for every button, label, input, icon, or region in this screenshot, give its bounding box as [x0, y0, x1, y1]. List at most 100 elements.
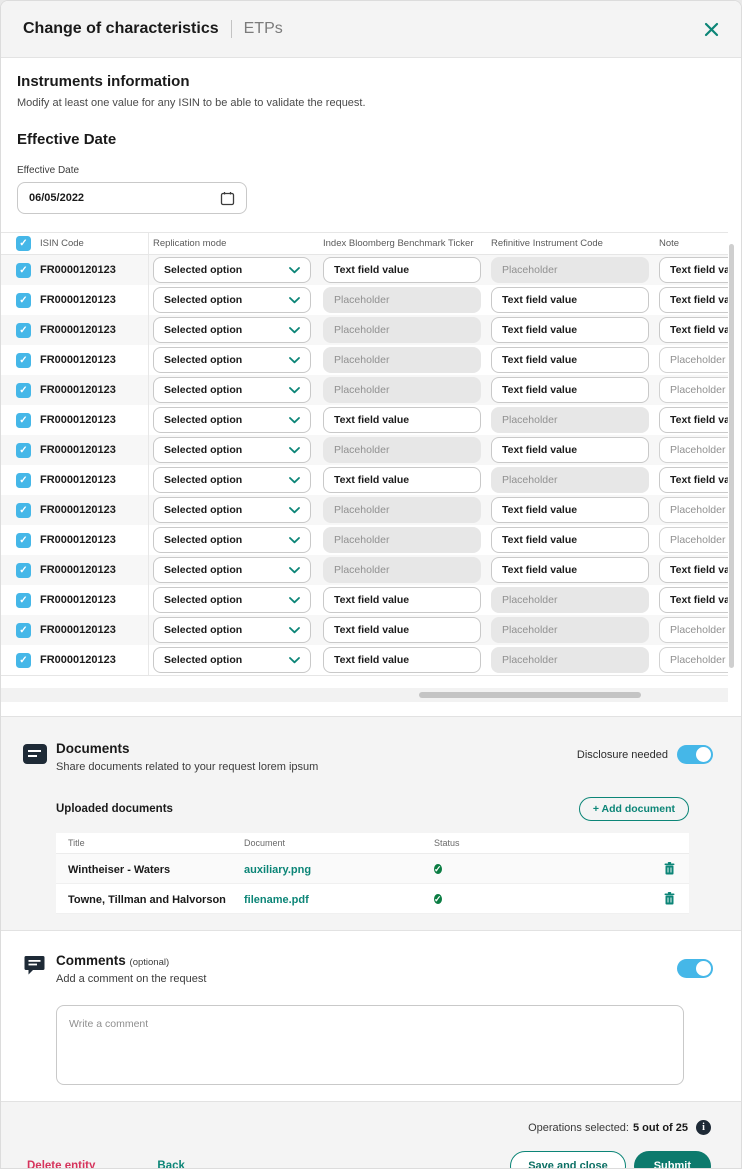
- delete-entity-link[interactable]: Delete entity: [27, 1160, 96, 1169]
- ticker-field[interactable]: Placeholder: [323, 287, 481, 313]
- replication-mode-dropdown[interactable]: Selected option: [153, 257, 311, 283]
- note-field[interactable]: Text field value: [659, 317, 728, 343]
- comments-toggle[interactable]: [677, 959, 713, 978]
- refinitive-field[interactable]: Placeholder: [491, 467, 649, 493]
- refinitive-field[interactable]: Text field value: [491, 377, 649, 403]
- ticker-field[interactable]: Placeholder: [323, 557, 481, 583]
- refinitive-field[interactable]: Placeholder: [491, 647, 649, 673]
- replication-mode-dropdown[interactable]: Selected option: [153, 497, 311, 523]
- note-field[interactable]: Placeholder: [659, 617, 728, 643]
- refinitive-field[interactable]: Text field value: [491, 437, 649, 463]
- calendar-icon[interactable]: [220, 191, 235, 206]
- note-field[interactable]: Placeholder: [659, 347, 728, 373]
- modal-footer: Operations selected: 5 out of 25 i Delet…: [1, 1101, 741, 1169]
- row-checkbox[interactable]: ✓: [16, 592, 31, 608]
- row-checkbox[interactable]: ✓: [16, 622, 31, 638]
- row-checkbox[interactable]: ✓: [16, 262, 31, 278]
- document-row: Towne, Tillman and Halvorson filename.pd…: [56, 884, 689, 914]
- row-checkbox[interactable]: ✓: [16, 652, 31, 668]
- instrument-row: ✓ FR0000120123 Selected option Text fiel…: [1, 645, 728, 675]
- replication-mode-dropdown[interactable]: Selected option: [153, 377, 311, 403]
- back-link[interactable]: Back: [157, 1160, 185, 1169]
- effective-date-input[interactable]: [29, 192, 220, 204]
- documents-description: Share documents related to your request …: [56, 761, 319, 773]
- select-all-checkbox[interactable]: ✓: [16, 236, 31, 251]
- ticker-field[interactable]: Text field value: [323, 587, 481, 613]
- ticker-field[interactable]: Placeholder: [323, 347, 481, 373]
- ticker-field[interactable]: Placeholder: [323, 497, 481, 523]
- note-field[interactable]: Placeholder: [659, 437, 728, 463]
- refinitive-field[interactable]: Text field value: [491, 527, 649, 553]
- ticker-field[interactable]: Text field value: [323, 257, 481, 283]
- replication-mode-dropdown[interactable]: Selected option: [153, 317, 311, 343]
- instrument-row: ✓ FR0000120123 Selected option Placehold…: [1, 435, 728, 465]
- isin-code: FR0000120123: [40, 324, 116, 336]
- horizontal-scrollbar[interactable]: [419, 692, 641, 698]
- refinitive-field[interactable]: Placeholder: [491, 587, 649, 613]
- doc-filename[interactable]: filename.pdf: [244, 893, 309, 906]
- ticker-field[interactable]: Placeholder: [323, 437, 481, 463]
- isin-code: FR0000120123: [40, 474, 116, 486]
- replication-mode-dropdown[interactable]: Selected option: [153, 467, 311, 493]
- replication-value: Selected option: [164, 504, 243, 516]
- doc-header-status: Status: [434, 838, 460, 848]
- ticker-field[interactable]: Placeholder: [323, 317, 481, 343]
- refinitive-field[interactable]: Text field value: [491, 317, 649, 343]
- save-and-close-button[interactable]: Save and close: [510, 1151, 626, 1168]
- close-button[interactable]: [704, 22, 719, 37]
- note-field[interactable]: Text field value: [659, 287, 728, 313]
- replication-mode-dropdown[interactable]: Selected option: [153, 287, 311, 313]
- replication-value: Selected option: [164, 594, 243, 606]
- replication-mode-dropdown[interactable]: Selected option: [153, 587, 311, 613]
- refinitive-field[interactable]: Placeholder: [491, 617, 649, 643]
- note-field[interactable]: Text field value: [659, 257, 728, 283]
- row-checkbox[interactable]: ✓: [16, 502, 31, 518]
- row-checkbox[interactable]: ✓: [16, 532, 31, 548]
- row-checkbox[interactable]: ✓: [16, 382, 31, 398]
- note-field[interactable]: Text field value: [659, 467, 728, 493]
- note-field[interactable]: Text field value: [659, 407, 728, 433]
- refinitive-field[interactable]: Placeholder: [491, 407, 649, 433]
- submit-button[interactable]: Submit: [633, 1151, 711, 1168]
- add-document-button[interactable]: + Add document: [578, 797, 689, 821]
- row-checkbox[interactable]: ✓: [16, 292, 31, 308]
- delete-document-button[interactable]: [664, 862, 675, 875]
- ticker-field[interactable]: Placeholder: [323, 377, 481, 403]
- replication-mode-dropdown[interactable]: Selected option: [153, 347, 311, 373]
- comment-textarea[interactable]: [56, 1005, 684, 1085]
- replication-mode-dropdown[interactable]: Selected option: [153, 617, 311, 643]
- refinitive-field[interactable]: Text field value: [491, 557, 649, 583]
- note-field[interactable]: Placeholder: [659, 377, 728, 403]
- refinitive-field[interactable]: Placeholder: [491, 257, 649, 283]
- ticker-field[interactable]: Text field value: [323, 467, 481, 493]
- note-field[interactable]: Placeholder: [659, 527, 728, 553]
- ticker-field[interactable]: Text field value: [323, 407, 481, 433]
- vertical-scrollbar[interactable]: [729, 244, 734, 668]
- refinitive-field[interactable]: Text field value: [491, 497, 649, 523]
- refinitive-field[interactable]: Text field value: [491, 287, 649, 313]
- note-field[interactable]: Text field value: [659, 587, 728, 613]
- replication-mode-dropdown[interactable]: Selected option: [153, 437, 311, 463]
- delete-document-button[interactable]: [664, 892, 675, 905]
- disclosure-toggle[interactable]: [677, 745, 713, 764]
- row-checkbox[interactable]: ✓: [16, 412, 31, 428]
- row-checkbox[interactable]: ✓: [16, 322, 31, 338]
- ticker-field[interactable]: Text field value: [323, 617, 481, 643]
- replication-mode-dropdown[interactable]: Selected option: [153, 407, 311, 433]
- ticker-field[interactable]: Placeholder: [323, 527, 481, 553]
- replication-value: Selected option: [164, 534, 243, 546]
- replication-mode-dropdown[interactable]: Selected option: [153, 527, 311, 553]
- ticker-field[interactable]: Text field value: [323, 647, 481, 673]
- note-field[interactable]: Placeholder: [659, 497, 728, 523]
- note-field[interactable]: Text field value: [659, 557, 728, 583]
- row-checkbox[interactable]: ✓: [16, 472, 31, 488]
- replication-mode-dropdown[interactable]: Selected option: [153, 557, 311, 583]
- replication-mode-dropdown[interactable]: Selected option: [153, 647, 311, 673]
- info-icon[interactable]: i: [696, 1120, 711, 1135]
- note-field[interactable]: Placeholder: [659, 647, 728, 673]
- row-checkbox[interactable]: ✓: [16, 442, 31, 458]
- row-checkbox[interactable]: ✓: [16, 562, 31, 578]
- doc-filename[interactable]: auxiliary.png: [244, 863, 312, 876]
- row-checkbox[interactable]: ✓: [16, 352, 31, 368]
- refinitive-field[interactable]: Text field value: [491, 347, 649, 373]
